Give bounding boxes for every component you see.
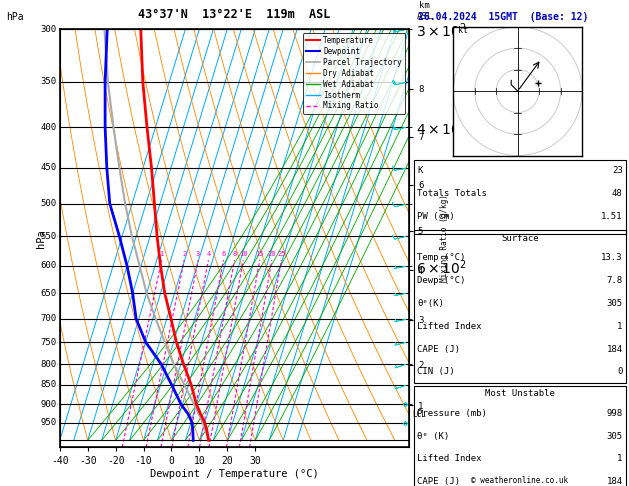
Text: hPa: hPa: [36, 229, 45, 247]
Text: 650: 650: [40, 289, 56, 298]
Text: 305: 305: [606, 432, 623, 441]
Text: 13.3: 13.3: [601, 253, 623, 262]
Text: 1: 1: [617, 322, 623, 330]
Text: © weatheronline.co.uk: © weatheronline.co.uk: [471, 476, 569, 485]
Text: 48: 48: [612, 189, 623, 198]
Text: Surface: Surface: [501, 234, 538, 243]
Text: Totals Totals: Totals Totals: [417, 189, 487, 198]
Text: Pressure (mb): Pressure (mb): [417, 409, 487, 418]
Text: PW (cm): PW (cm): [417, 212, 455, 221]
Text: K: K: [417, 166, 423, 175]
Text: LCL: LCL: [413, 410, 426, 419]
Text: 23: 23: [612, 166, 623, 175]
Text: 950: 950: [40, 418, 56, 427]
Legend: Temperature, Dewpoint, Parcel Trajectory, Dry Adiabat, Wet Adiabat, Isotherm, Mi: Temperature, Dewpoint, Parcel Trajectory…: [303, 33, 405, 114]
Text: 1: 1: [617, 454, 623, 464]
Text: 300: 300: [40, 25, 56, 34]
Text: 550: 550: [40, 232, 56, 241]
Text: 1.51: 1.51: [601, 212, 623, 221]
Text: 43°37'N  13°22'E  119m  ASL: 43°37'N 13°22'E 119m ASL: [138, 8, 330, 21]
Text: Lifted Index: Lifted Index: [417, 322, 482, 330]
Text: 600: 600: [40, 261, 56, 270]
Text: 26.04.2024  15GMT  (Base: 12): 26.04.2024 15GMT (Base: 12): [418, 12, 589, 22]
Text: Most Unstable: Most Unstable: [485, 389, 555, 399]
Text: 850: 850: [40, 381, 56, 389]
Text: 4: 4: [206, 251, 211, 257]
Text: 500: 500: [40, 199, 56, 208]
Text: CAPE (J): CAPE (J): [417, 477, 460, 486]
Text: hPa: hPa: [6, 12, 24, 22]
X-axis label: Dewpoint / Temperature (°C): Dewpoint / Temperature (°C): [150, 469, 319, 479]
Text: 6: 6: [221, 251, 226, 257]
Text: 10: 10: [239, 251, 247, 257]
Text: 8: 8: [232, 251, 237, 257]
Text: 15: 15: [255, 251, 264, 257]
Text: Temp (°C): Temp (°C): [417, 253, 465, 262]
Text: 700: 700: [40, 314, 56, 323]
Text: CAPE (J): CAPE (J): [417, 345, 460, 353]
Text: 305: 305: [606, 299, 623, 308]
Text: θᵉ (K): θᵉ (K): [417, 432, 449, 441]
Text: 0: 0: [617, 367, 623, 376]
Text: 184: 184: [606, 477, 623, 486]
Text: 800: 800: [40, 360, 56, 369]
Text: 350: 350: [40, 77, 56, 87]
Text: 450: 450: [40, 163, 56, 172]
Text: Dewp (°C): Dewp (°C): [417, 276, 465, 285]
Text: 900: 900: [40, 400, 56, 409]
Text: 998: 998: [606, 409, 623, 418]
Text: 7.8: 7.8: [606, 276, 623, 285]
Text: 400: 400: [40, 123, 56, 132]
Text: θᵉ(K): θᵉ(K): [417, 299, 444, 308]
Text: kt: kt: [457, 26, 467, 35]
Text: 2: 2: [182, 251, 186, 257]
Text: 184: 184: [606, 345, 623, 353]
Text: 1: 1: [160, 251, 164, 257]
Text: km
ASL: km ASL: [416, 1, 433, 21]
Text: 3: 3: [196, 251, 200, 257]
Text: 25: 25: [277, 251, 286, 257]
Text: Lifted Index: Lifted Index: [417, 454, 482, 464]
Text: Mixing Ratio (g/kg): Mixing Ratio (g/kg): [440, 194, 449, 282]
Text: 750: 750: [40, 338, 56, 347]
Text: CIN (J): CIN (J): [417, 367, 455, 376]
Text: 20: 20: [267, 251, 276, 257]
